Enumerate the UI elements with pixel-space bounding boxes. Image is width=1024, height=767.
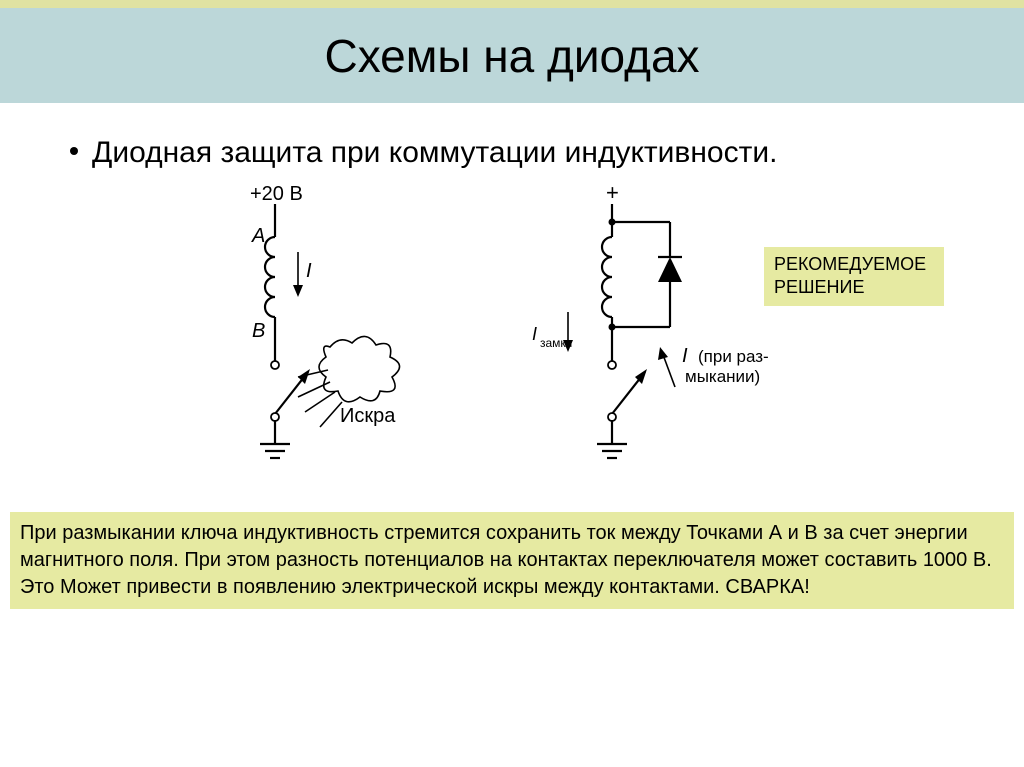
i-closed-label: I (532, 324, 537, 344)
spark-label: Искра (340, 405, 396, 427)
current-label: I (306, 260, 312, 282)
point-b-label: B (252, 320, 265, 342)
plus-label: + (606, 182, 619, 205)
i-open-note1: (при раз- (698, 347, 769, 366)
bullet-dot (70, 147, 78, 155)
diagram-area: +20 В A B I (70, 182, 974, 512)
page-title: Схемы на диодах (324, 29, 699, 83)
i-open-note2: мыкании) (685, 367, 760, 386)
recommend-line2: РЕШЕНИЕ (774, 277, 864, 297)
recommend-line1: РЕКОМЕДУЕМОЕ (774, 254, 926, 274)
voltage-label: +20 В (250, 183, 303, 205)
bullet-text: Диодная защита при коммутации индуктивно… (92, 133, 777, 172)
bottom-note: При размыкании ключа индуктивность стрем… (10, 512, 1014, 609)
right-circuit: + I замкн (500, 182, 800, 502)
point-a-label: A (251, 225, 265, 247)
content-area: Диодная защита при коммутации индуктивно… (0, 103, 1024, 512)
i-open-label: I (682, 345, 688, 367)
title-bar: Схемы на диодах (0, 8, 1024, 103)
i-closed-sub: замкн (540, 336, 572, 350)
left-circuit: +20 В A B I (180, 182, 440, 502)
recommend-box: РЕКОМЕДУЕМОЕ РЕШЕНИЕ (764, 247, 944, 306)
top-border (0, 0, 1024, 8)
bullet-item: Диодная защита при коммутации индуктивно… (70, 133, 974, 172)
